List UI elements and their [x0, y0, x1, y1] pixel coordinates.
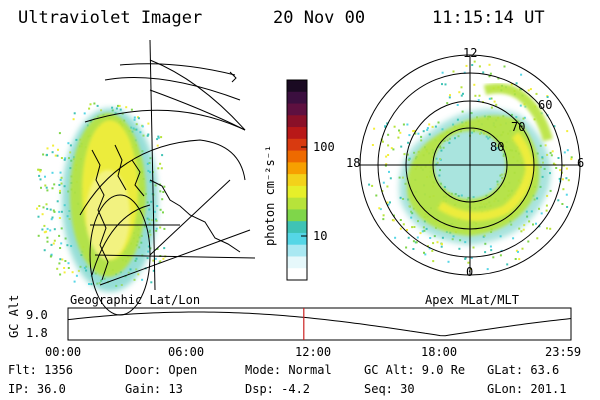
status-glon: GLon: 201.1 — [487, 382, 567, 396]
timeline-xtick-0600: 06:00 — [168, 345, 205, 359]
status-seq: Seq: 30 — [364, 382, 415, 396]
status-door: Door: Open — [125, 363, 198, 377]
status-glat: GLat: 63.6 — [487, 363, 560, 377]
timeline-xtick-0000: 00:00 — [45, 345, 82, 359]
colorbar-tick-100: 100 — [313, 140, 335, 154]
timeline-axis-label: GC Alt — [7, 294, 21, 338]
altitude-timeline — [67, 307, 572, 341]
mlat-label-80: 80 — [490, 140, 505, 154]
status-dsp: Dsp: -4.2 — [245, 382, 311, 396]
colorbar-unit-label: photon cm⁻²s⁻¹ — [263, 144, 277, 246]
apex-caption: Apex MLat/MLT — [425, 293, 519, 307]
status-gain: Gain: 13 — [125, 382, 183, 396]
timeline-xtick-1800: 18:00 — [421, 345, 458, 359]
mlat-label-60: 60 — [538, 98, 553, 112]
geographic-caption: Geographic Lat/Lon — [70, 293, 201, 307]
geographic-image — [36, 39, 256, 316]
timeline-ytick-low: 1.8 — [26, 326, 48, 340]
status-flight: Flt: 1356 — [8, 363, 74, 377]
mlt-label-0: 0 — [466, 265, 474, 279]
color-scale-bar — [286, 79, 308, 281]
time-label: 11:15:14 UT — [432, 8, 545, 28]
mlt-label-6: 6 — [577, 156, 585, 170]
polar-image — [359, 54, 581, 276]
date-label: 20 Nov 00 — [273, 8, 366, 28]
colorbar-tick-10: 10 — [313, 229, 328, 243]
mlt-label-18: 18 — [346, 156, 361, 170]
instrument-title: Ultraviolet Imager — [18, 8, 203, 28]
timeline-xtick-2359: 23:59 — [545, 345, 582, 359]
status-gc-alt: GC Alt: 9.0 Re — [364, 363, 466, 377]
mlat-label-70: 70 — [511, 120, 526, 134]
timeline-xtick-1200: 12:00 — [295, 345, 332, 359]
mlt-label-12: 12 — [463, 46, 478, 60]
status-ip: IP: 36.0 — [8, 382, 66, 396]
status-mode: Mode: Normal — [245, 363, 332, 377]
timeline-ytick-high: 9.0 — [26, 308, 48, 322]
